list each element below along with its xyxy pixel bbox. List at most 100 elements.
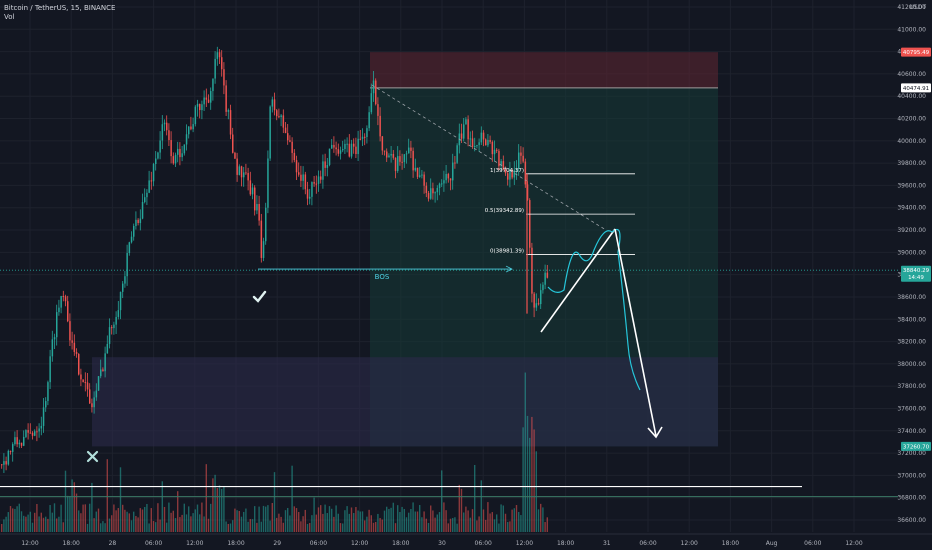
candle-body xyxy=(500,161,502,167)
candle-body xyxy=(117,310,120,317)
candle-body xyxy=(49,356,51,383)
candle-body xyxy=(60,296,62,308)
candle-body xyxy=(339,150,342,154)
candle-body xyxy=(190,126,192,130)
volume-bar xyxy=(491,512,493,532)
candle-body xyxy=(106,343,109,354)
candle-body xyxy=(20,442,23,446)
candle-body xyxy=(496,149,498,151)
volume-bar xyxy=(502,505,504,532)
price-tick-label: 40200.00 xyxy=(897,116,926,123)
volume-bar xyxy=(392,502,394,532)
price-tick-label: 40600.00 xyxy=(897,71,926,78)
candle-body xyxy=(161,124,164,141)
candle-body xyxy=(405,153,408,155)
candle-body xyxy=(397,156,399,171)
volume-bar xyxy=(104,523,106,532)
fib-level-label: 0.5(39342.89) xyxy=(485,208,524,214)
volume-bar xyxy=(390,507,392,532)
candle-body xyxy=(531,247,533,294)
candle-body xyxy=(344,143,346,149)
volume-bar xyxy=(542,507,544,532)
volume-bar xyxy=(201,502,203,532)
volume-bar xyxy=(441,470,443,532)
candle-body xyxy=(271,99,274,107)
volume-bar xyxy=(216,488,218,532)
volume-bar xyxy=(67,495,69,532)
candle-body xyxy=(256,203,258,211)
volume-bar xyxy=(388,508,390,532)
volume-bar xyxy=(97,508,100,532)
candle-body xyxy=(335,147,337,150)
price-badge-countdown: 14:49 xyxy=(908,275,924,281)
volume-bar xyxy=(205,464,207,532)
time-axis-bg xyxy=(0,534,932,550)
volume-bar xyxy=(339,523,342,532)
candle-body xyxy=(188,126,190,135)
candle-body xyxy=(71,340,73,343)
candle-body xyxy=(315,183,318,185)
candle-body xyxy=(438,183,441,188)
volume-bar xyxy=(496,514,498,532)
volume-bar xyxy=(526,415,529,532)
volume-bar xyxy=(313,497,315,532)
candle-body xyxy=(441,183,443,185)
volume-bar xyxy=(513,508,515,532)
volume-bar xyxy=(111,515,113,532)
volume-bar xyxy=(364,520,366,532)
bos-arrowhead xyxy=(505,265,513,273)
volume-bar xyxy=(247,521,249,532)
price-tick-label: 38000.00 xyxy=(897,361,926,368)
candle-body xyxy=(210,91,212,103)
candle-body xyxy=(372,80,375,94)
volume-bar xyxy=(386,506,388,532)
volume-bar xyxy=(31,522,34,532)
volume-bar xyxy=(115,510,117,532)
candle-body xyxy=(40,425,43,429)
candles xyxy=(1,46,549,474)
volume-bar xyxy=(93,518,95,532)
candle-body xyxy=(469,138,472,140)
candle-body xyxy=(282,115,285,128)
volume-bar xyxy=(236,510,238,532)
price-tick-label: 38400.00 xyxy=(897,316,926,323)
volume-bar xyxy=(146,503,148,532)
candle-body xyxy=(328,148,331,165)
price-tick-label: 39600.00 xyxy=(897,182,926,189)
volume-bar xyxy=(102,521,104,532)
volume-bar xyxy=(100,523,102,532)
volume-bar xyxy=(234,508,236,532)
volume-bar xyxy=(34,512,36,532)
candle-body xyxy=(445,173,447,181)
volume-bar xyxy=(106,459,108,532)
candle-body xyxy=(399,156,401,162)
volume-bar xyxy=(430,505,432,532)
volume-bar xyxy=(251,519,254,532)
volume-bar xyxy=(40,512,42,532)
projection-drop-line xyxy=(614,228,657,437)
volume-bar xyxy=(168,502,170,532)
candle-body xyxy=(410,147,412,151)
candle-body xyxy=(7,450,10,465)
volume-bar xyxy=(540,503,542,532)
volume-bar xyxy=(315,514,317,532)
candle-body xyxy=(309,196,311,199)
price-badge-value: 40474.91 xyxy=(903,86,929,92)
fib-level-label: 0(38981.39) xyxy=(490,248,524,254)
volume-bar xyxy=(287,507,289,532)
candle-body xyxy=(47,382,49,402)
volume-bar xyxy=(84,504,86,532)
candle-body xyxy=(460,133,463,139)
volume-bar xyxy=(401,506,403,532)
candle-body xyxy=(511,169,513,178)
volume-bar xyxy=(269,520,271,532)
candle-body xyxy=(56,312,58,338)
time-tick-label: 18:00 xyxy=(722,540,739,547)
volume-bar xyxy=(190,516,192,532)
candle-body xyxy=(258,203,260,221)
volume-bar xyxy=(108,518,111,532)
volume-bar xyxy=(493,519,496,532)
candle-body xyxy=(542,284,544,291)
price-tick-label: 38200.00 xyxy=(897,339,926,346)
